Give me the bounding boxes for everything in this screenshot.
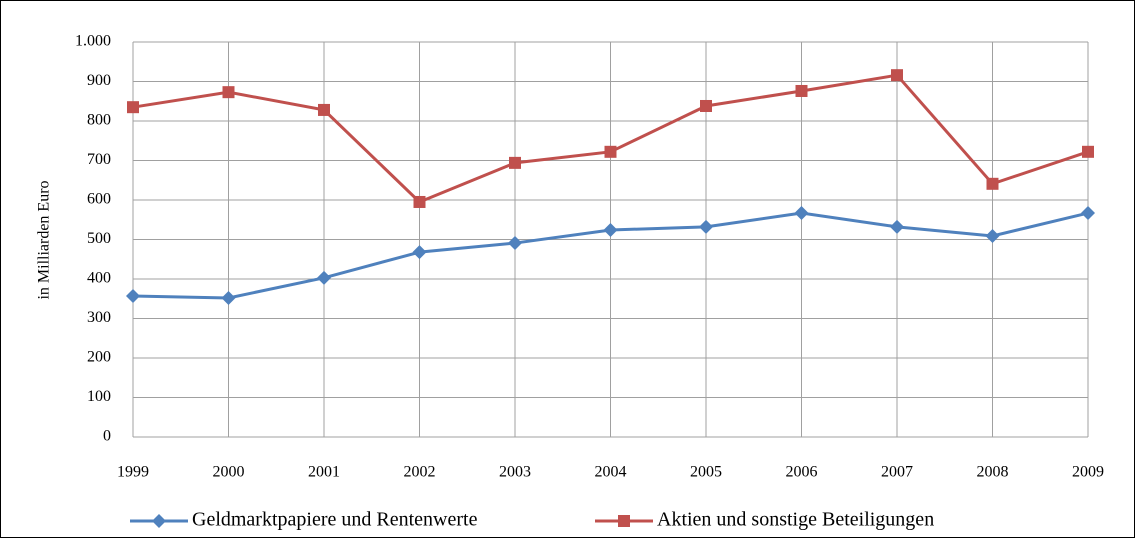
data-point xyxy=(509,156,521,169)
data-point xyxy=(126,288,140,303)
y-tick-label: 0 xyxy=(103,428,111,445)
x-tick-label: 2000 xyxy=(213,464,245,481)
x-tick-label: 2006 xyxy=(786,464,818,481)
x-tick-label: 2005 xyxy=(690,464,722,481)
y-axis-label: in Milliarden Euro xyxy=(36,180,53,299)
data-point xyxy=(890,219,904,234)
x-tick-label: 2003 xyxy=(499,464,531,481)
data-point xyxy=(699,219,713,234)
x-tick-label: 2001 xyxy=(308,464,340,481)
x-tick-label: 1999 xyxy=(117,464,149,481)
data-point xyxy=(221,290,236,305)
data-point xyxy=(317,270,331,285)
data-point xyxy=(794,206,809,221)
y-tick-label: 1.000 xyxy=(75,33,111,50)
y-tick-label: 200 xyxy=(87,349,111,366)
data-point xyxy=(222,86,235,99)
x-tick-label: 2002 xyxy=(404,464,436,481)
legend-label: Aktien und sonstige Beteiligungen xyxy=(657,509,934,531)
data-point xyxy=(603,223,618,238)
data-point xyxy=(700,99,712,112)
x-tick-label: 2008 xyxy=(977,464,1009,481)
y-tick-label: 800 xyxy=(87,112,111,129)
y-tick-label: 500 xyxy=(87,230,111,247)
data-point xyxy=(318,103,330,116)
legend-marker xyxy=(152,514,166,528)
data-point xyxy=(127,101,139,114)
y-tick-label: 700 xyxy=(87,151,111,168)
data-point xyxy=(985,228,1000,243)
y-tick-label: 300 xyxy=(87,309,111,326)
x-tick-label: 2009 xyxy=(1072,464,1104,481)
data-point xyxy=(604,145,617,158)
y-tick-label: 400 xyxy=(87,270,111,287)
x-tick-label: 2007 xyxy=(881,464,913,481)
data-point xyxy=(1082,145,1094,158)
data-point xyxy=(795,84,808,97)
data-point xyxy=(1081,206,1095,221)
data-point xyxy=(412,245,427,260)
y-tick-label: 600 xyxy=(87,191,111,208)
data-point xyxy=(413,195,426,208)
legend-label: Geldmarktpapiere und Rentenwerte xyxy=(192,509,478,531)
legend-marker xyxy=(618,515,630,527)
x-tick-label: 2004 xyxy=(595,464,627,481)
y-tick-label: 900 xyxy=(87,72,111,89)
data-point xyxy=(891,69,903,82)
y-tick-label: 100 xyxy=(87,388,111,405)
data-point xyxy=(986,177,999,190)
data-point xyxy=(508,236,522,251)
